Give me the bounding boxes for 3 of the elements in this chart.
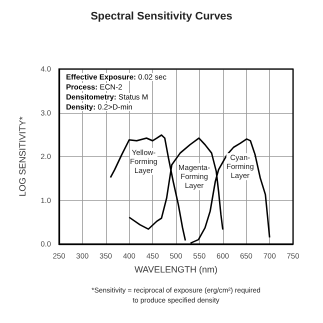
y-axis-title: LOG SENSITIVITY* — [18, 116, 28, 197]
x-axis-title: WAVELENGTH (nm) — [134, 264, 218, 274]
chart-title: Spectral Sensitivity Curves — [90, 10, 232, 22]
